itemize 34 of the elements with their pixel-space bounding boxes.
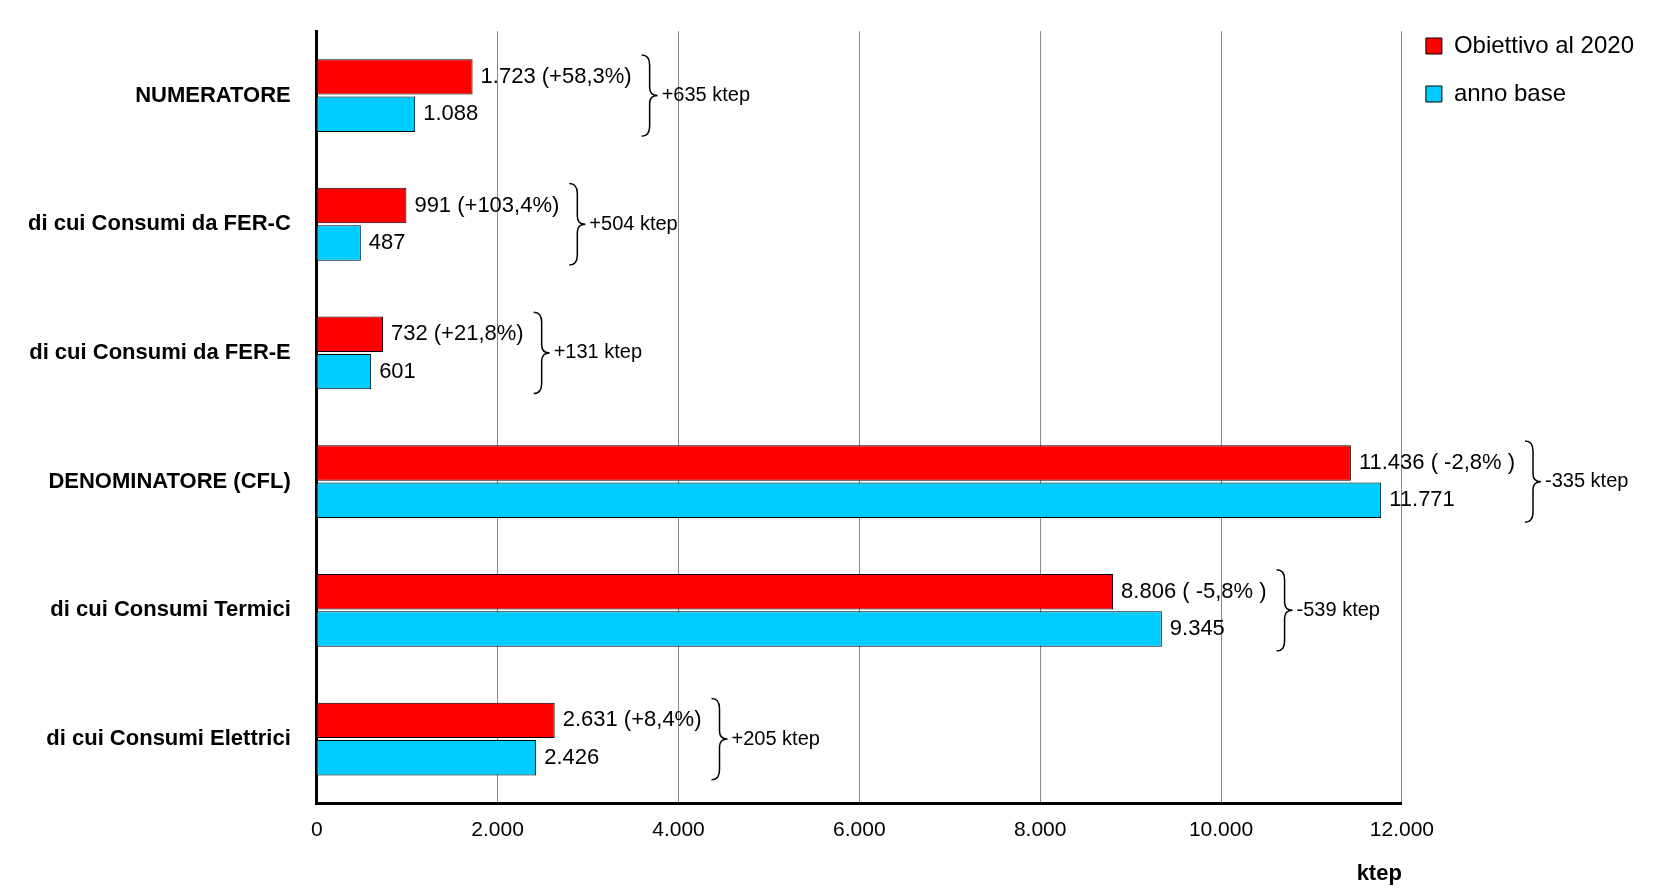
annotation: -539 ktep [1296, 597, 1380, 620]
annotation: +205 ktep [731, 726, 820, 749]
annotation: +504 ktep [589, 211, 678, 234]
annotation: +131 ktep [553, 340, 643, 363]
data-label: 991 (+103,4%) [414, 191, 560, 217]
legend-label: Obiettivo al 2020 [1453, 30, 1635, 58]
y-tick-label: di cui Consumi da FER-E [29, 339, 291, 365]
data-label: 487 [368, 228, 406, 254]
x-axis-title: ktep [1356, 859, 1402, 885]
y-tick-label: di cui Consumi Elettrici [46, 725, 291, 751]
y-tick-label: DENOMINATORE (CFL) [48, 467, 291, 493]
annotation: +635 ktep [661, 83, 751, 106]
y-tick-label: NUMERATORE [135, 81, 291, 107]
data-label: 11.436 ( -2,8% ) [1358, 449, 1516, 475]
data-label: 1.088 [423, 100, 479, 126]
data-label: 601 [379, 357, 416, 383]
data-label: 2.631 (+8,4%) [562, 706, 702, 732]
y-tick-label: di cui Consumi da FER-C [27, 210, 291, 236]
x-tick-label: 12.000 [1369, 816, 1434, 840]
data-label: 2.426 [544, 743, 600, 769]
x-tick-label: 2.000 [471, 816, 524, 840]
data-label: 11.771 [1389, 486, 1455, 512]
x-tick-label: 4.000 [652, 816, 705, 840]
data-label: 732 (+21,8%) [390, 320, 524, 346]
data-label: 9.345 [1169, 615, 1225, 641]
data-label: 1.723 (+58,3%) [480, 62, 632, 88]
data-label: 8.806 ( -5,8% ) [1121, 577, 1267, 603]
x-tick-label: 6.000 [833, 816, 886, 840]
y-tick-label: di cui Consumi Termici [50, 596, 291, 622]
x-tick-label: 10.000 [1188, 816, 1254, 840]
x-tick-label: 8.000 [1013, 816, 1067, 840]
text: -335 ktep [1545, 469, 1629, 492]
x-tick-label: 0 [310, 816, 323, 840]
legend-label: anno base [1453, 78, 1566, 106]
